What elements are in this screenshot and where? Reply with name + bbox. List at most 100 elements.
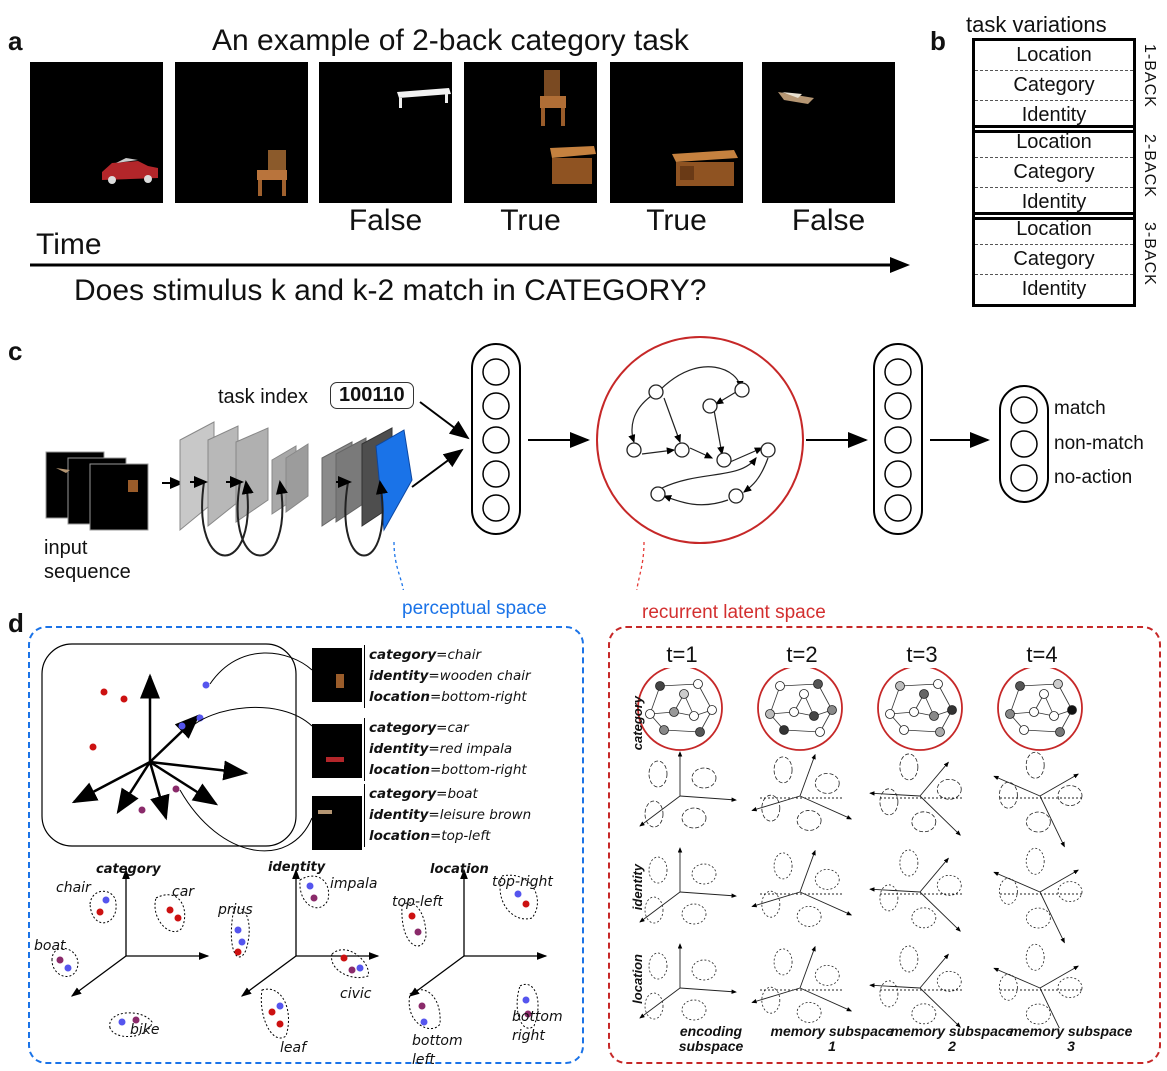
network-snapshots — [637, 668, 1083, 751]
subspace-title-category: category — [96, 862, 161, 877]
network-node — [909, 707, 919, 717]
output-layer — [999, 385, 1049, 503]
feature-key-category: category — [369, 720, 437, 736]
cluster-label: chair — [56, 880, 91, 896]
network-node — [695, 727, 705, 737]
feature-key-location: location — [369, 828, 430, 844]
label-2back: 2-BACK — [1141, 134, 1158, 198]
stimulus-frame-4 — [464, 62, 597, 203]
task-index-label: task index — [218, 386, 309, 408]
stimulus-frame-6 — [762, 62, 895, 203]
panel-label-b: b — [930, 26, 946, 56]
feature-value: top-left — [441, 828, 491, 844]
example-thumb-car — [312, 724, 362, 778]
network-node — [935, 727, 945, 737]
tv-category: Category — [975, 244, 1133, 274]
feature-key-identity: identity — [369, 807, 429, 823]
network-node — [813, 679, 823, 689]
feature-value: chair — [447, 647, 481, 663]
network-node — [933, 679, 943, 689]
task-group-1back: Location Category Identity — [972, 38, 1136, 133]
example-features-2: category=car identity=red impala locatio… — [364, 718, 527, 781]
cluster-label: impala — [330, 876, 378, 892]
answer-4: True — [500, 204, 561, 237]
perceptual-space-label: perceptual space — [402, 598, 547, 619]
network-node — [827, 705, 837, 715]
example-thumb-boat — [312, 796, 362, 850]
time-step-4: t=4 — [1026, 642, 1058, 667]
boat-stimulus — [778, 92, 814, 104]
answer-5: True — [646, 204, 707, 237]
panel-a-title: An example of 2-back category task — [212, 24, 689, 57]
recurrent-space-box — [608, 626, 1161, 1064]
cluster-label: top-right — [492, 874, 553, 890]
cluster-label: bike — [130, 1022, 160, 1038]
tv-category: Category — [975, 157, 1133, 187]
task-index-value: 100110 — [330, 382, 414, 409]
stimulus-frame-1 — [30, 62, 163, 203]
tv-identity: Identity — [975, 187, 1133, 217]
cluster-label: car — [172, 884, 195, 900]
network-node — [679, 689, 689, 699]
network-node — [765, 709, 775, 719]
example-features-3: category=boat identity=leisure brown loc… — [364, 784, 531, 847]
car-stimulus — [102, 158, 158, 184]
network-node — [1053, 679, 1063, 689]
perceptual-embedding — [41, 643, 313, 852]
tv-location: Location — [1016, 131, 1092, 153]
network-node — [789, 707, 799, 717]
time-step-3: t=3 — [906, 642, 938, 667]
network-node — [1039, 689, 1049, 699]
feature-key-location: location — [369, 689, 430, 705]
cluster-label: civic — [340, 986, 372, 1002]
table-stimulus — [397, 88, 451, 108]
input-sequence-label: input sequence — [44, 537, 131, 583]
network-node — [885, 709, 895, 719]
conv-layers-1 — [179, 421, 309, 557]
input-layer — [471, 343, 521, 535]
answer-6: False — [791, 204, 866, 237]
feature-value: boat — [447, 786, 478, 802]
feature-key-identity: identity — [369, 741, 429, 757]
feature-key-category: category — [369, 647, 437, 663]
feature-value: bottom-right — [441, 689, 527, 705]
panel-label-d: d — [8, 608, 24, 638]
cluster-label: bottom right — [512, 1009, 563, 1044]
readout-layer — [873, 343, 923, 535]
tv-location: Location — [1016, 44, 1092, 66]
network-node — [655, 681, 665, 691]
network-node — [919, 689, 929, 699]
feature-value: leisure brown — [439, 807, 532, 823]
stimulus-frame-5 — [610, 62, 743, 203]
cluster-label: top-left — [392, 894, 443, 910]
subspace-projections — [639, 751, 1084, 1028]
network-node — [947, 705, 957, 715]
network-node — [659, 725, 669, 735]
network-node — [669, 707, 679, 717]
feature-value: wooden chair — [439, 668, 531, 684]
tv-category: Category — [975, 70, 1133, 100]
architecture-diagram — [45, 336, 1049, 590]
chair-table-stimulus — [540, 70, 596, 184]
network-node — [1019, 725, 1029, 735]
network-node — [1005, 709, 1015, 719]
output-no-action: no-action — [1054, 467, 1133, 488]
network-node — [815, 727, 825, 737]
network-node — [1029, 707, 1039, 717]
time-step-2: t=2 — [786, 642, 818, 667]
latent-dynamics — [637, 668, 1084, 1028]
tv-location: Location — [1016, 218, 1092, 240]
subspace-label-memory-2: memory subspace 2 — [890, 1023, 1014, 1054]
network-node — [775, 681, 785, 691]
stimulus-frame-2 — [175, 62, 308, 203]
network-node — [1055, 727, 1065, 737]
subspace-title-identity: identity — [268, 860, 326, 875]
output-match: match — [1054, 398, 1106, 419]
feature-key-category: category — [369, 786, 437, 802]
task-group-3back: Location Category Identity — [972, 212, 1136, 307]
task-question: Does stimulus k and k-2 match in CATEGOR… — [74, 274, 707, 307]
input-frames — [45, 451, 149, 531]
cluster-label: leaf — [280, 1040, 307, 1056]
network-node — [899, 725, 909, 735]
panel-label-c: c — [8, 336, 23, 366]
